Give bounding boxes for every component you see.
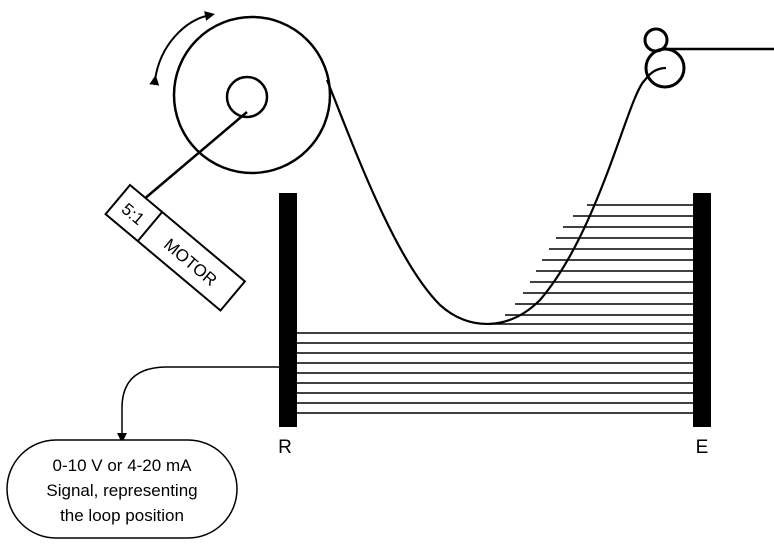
signal-callout xyxy=(6,439,238,539)
callout-line-3: the loop position xyxy=(60,506,184,525)
receiver-label: R xyxy=(278,437,292,458)
motor-assembly: 5:1 MOTOR xyxy=(104,183,247,312)
receiver-bar xyxy=(279,193,297,427)
rotation-arrow-icon xyxy=(149,11,215,86)
callout-line-1: 0-10 V or 4-20 mA xyxy=(53,456,193,475)
signal-arrow xyxy=(117,366,279,443)
roll-core xyxy=(225,75,269,119)
callout-line-2: Signal, representing xyxy=(46,481,197,500)
unwind-roll xyxy=(172,15,332,175)
emitter-label: E xyxy=(696,437,709,458)
light-beams xyxy=(296,204,694,414)
material-web-loop xyxy=(325,66,667,325)
guide-roller-bottom xyxy=(644,47,686,89)
gearbox-divider xyxy=(136,211,163,242)
emitter-bar xyxy=(693,193,711,427)
motor-body xyxy=(104,183,247,312)
motor-shaft xyxy=(142,111,248,201)
